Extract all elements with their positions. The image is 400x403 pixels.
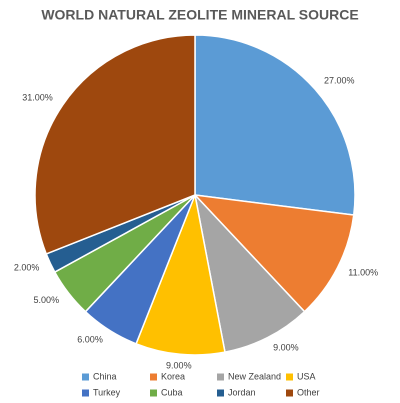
pie-slice [193,193,355,313]
legend-swatch [217,389,224,397]
legend-label: Turkey [93,387,121,397]
data-label: 6.00% [77,335,103,345]
pie-slice [135,192,226,356]
data-label: 5.00% [34,295,60,305]
legend-label: Other [297,387,320,397]
data-label: 9.00% [273,343,299,353]
legend-label: Korea [161,371,185,381]
pie-slice [193,192,306,354]
legend-label: USA [297,371,316,381]
data-label: 2.00% [14,263,40,273]
pie-slice [194,34,356,216]
legend-swatch [82,373,89,381]
legend-swatch [150,373,157,381]
legend-swatch [217,373,224,381]
legend-swatch [150,389,157,397]
legend-label: China [93,371,117,381]
data-label: 27.00% [324,76,355,86]
legend-label: Jordan [228,387,256,397]
data-label: 9.00% [166,361,192,371]
data-label: 11.00% [348,267,378,277]
legend-label: New Zealand [228,371,281,381]
chart-title: WORLD NATURAL ZEOLITE MINERAL SOURCE [41,7,358,23]
legend-label: Cuba [161,387,183,397]
pie-slice [34,34,196,255]
legend-swatch [82,389,89,397]
legend-swatch [286,389,293,397]
data-label: 31.00% [22,93,53,103]
legend-swatch [286,373,293,381]
